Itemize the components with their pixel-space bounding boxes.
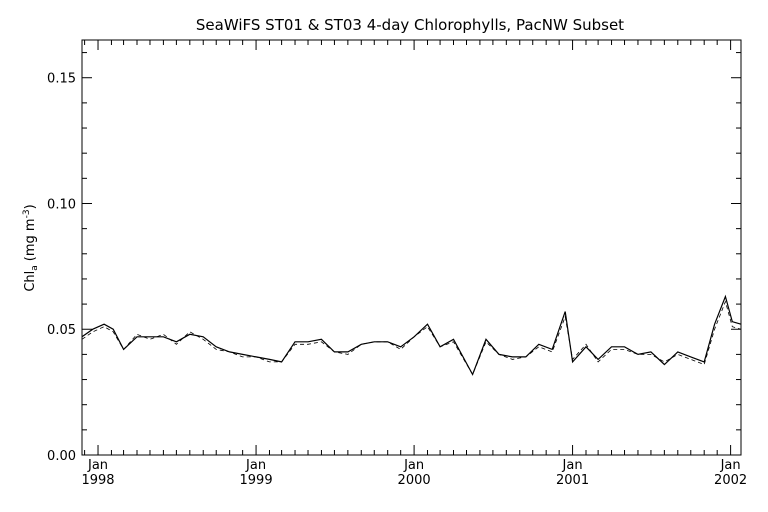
series-line-2 — [81, 300, 742, 376]
y-axis-label-sup: -3 — [22, 209, 32, 218]
y-axis-label: Chla (mg m-3) — [22, 204, 40, 291]
y-axis: 0.00 0.05 0.10 0.15 — [47, 52, 741, 464]
series-layer — [81, 294, 742, 376]
x-tick-year-label: 2002 — [714, 473, 747, 488]
series-line-1 — [81, 294, 742, 376]
y-tick-label: 0.05 — [47, 323, 76, 338]
chart-title: SeaWiFS ST01 & ST03 4-day Chlorophylls, … — [196, 16, 624, 34]
plot-frame — [81, 39, 742, 456]
x-tick-month-label: Jan — [87, 458, 108, 473]
x-tick-year-label: 1998 — [81, 473, 114, 488]
y-axis-label-main: Chl — [23, 271, 38, 292]
x-tick-month-label: Jan — [245, 458, 266, 473]
x-tick-year-label: 2000 — [398, 473, 431, 488]
x-tick-month-label: Jan — [720, 458, 741, 473]
x-tick-year-label: 2001 — [556, 473, 589, 488]
y-tick-label: 0.10 — [47, 197, 76, 212]
y-axis-label-units: (mg m — [23, 218, 38, 261]
x-tick-year-label: 1999 — [240, 473, 273, 488]
x-tick-month-label: Jan — [403, 458, 424, 473]
y-axis-label-sub: a — [30, 265, 40, 271]
y-tick-label: 0.00 — [47, 449, 76, 464]
y-axis-label-close: ) — [23, 204, 38, 209]
y-tick-label: 0.15 — [47, 72, 76, 87]
x-tick-month-label: Jan — [562, 458, 583, 473]
